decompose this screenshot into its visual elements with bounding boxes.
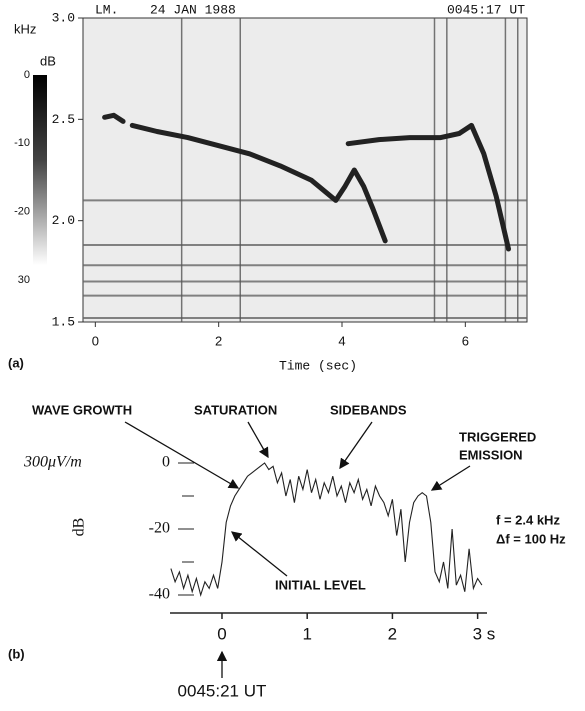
note: f = 2.4 kHz bbox=[496, 512, 560, 527]
colorbar-label: dB bbox=[40, 53, 56, 68]
colorbar-tick-label: -20 bbox=[14, 206, 30, 218]
annotation: WAVE GROWTH bbox=[32, 402, 132, 417]
header-text: 0045:17 UT bbox=[447, 2, 525, 17]
y-tick-label: 3.0 bbox=[52, 10, 75, 25]
annotation: SIDEBANDS bbox=[330, 402, 407, 417]
x-tick-label: 0 bbox=[92, 333, 99, 348]
x-tick-label: 2 bbox=[388, 624, 397, 643]
x-axis-label: Time (sec) bbox=[279, 358, 357, 373]
spectrogram-frame bbox=[82, 17, 528, 323]
colorbar bbox=[33, 75, 47, 265]
colorbar-tick-label: -10 bbox=[14, 137, 30, 149]
y-axis-label: dB bbox=[71, 518, 88, 537]
scale-label: 300μV/m bbox=[23, 454, 82, 471]
annotation: SATURATION bbox=[194, 402, 277, 417]
time-mark: 0045:21 UT bbox=[178, 681, 267, 700]
y-axis-unit: kHz bbox=[14, 21, 36, 36]
x-tick-label: 1 bbox=[302, 624, 311, 643]
annotation-arrows bbox=[124, 421, 471, 678]
y-tick-label: 2.5 bbox=[52, 112, 75, 127]
panel-label: (a) bbox=[8, 355, 24, 370]
x-tick-label: 4 bbox=[338, 333, 345, 348]
x-tick-label: 0 bbox=[217, 624, 226, 643]
y-tick-label: 1.5 bbox=[52, 314, 75, 329]
amplitude-trace bbox=[170, 462, 483, 597]
annotation: EMISSION bbox=[459, 447, 523, 462]
annotation: TRIGGERED bbox=[459, 429, 536, 444]
colorbar-tick-label: 0 bbox=[24, 69, 30, 81]
emission-trace bbox=[129, 122, 388, 244]
y-tick-label: -20 bbox=[149, 520, 170, 537]
x-tick-label: 3 s bbox=[473, 624, 496, 643]
note: Δf = 100 Hz bbox=[496, 531, 566, 546]
x-tick-label: 2 bbox=[215, 333, 222, 348]
x-tick-label: 6 bbox=[462, 333, 469, 348]
emission-trace bbox=[102, 112, 126, 124]
emission-trace bbox=[345, 122, 511, 252]
y-tick-label: -40 bbox=[149, 586, 170, 603]
y-tick-label: 0 bbox=[162, 454, 170, 471]
header-text: LM. bbox=[95, 2, 118, 17]
y-tick-label: 2.0 bbox=[52, 213, 75, 228]
header-text: 24 JAN 1988 bbox=[150, 2, 236, 17]
annotation: INITIAL LEVEL bbox=[275, 577, 366, 592]
colorbar-tick-label: 30 bbox=[18, 274, 30, 286]
panel-label: (b) bbox=[8, 646, 25, 661]
